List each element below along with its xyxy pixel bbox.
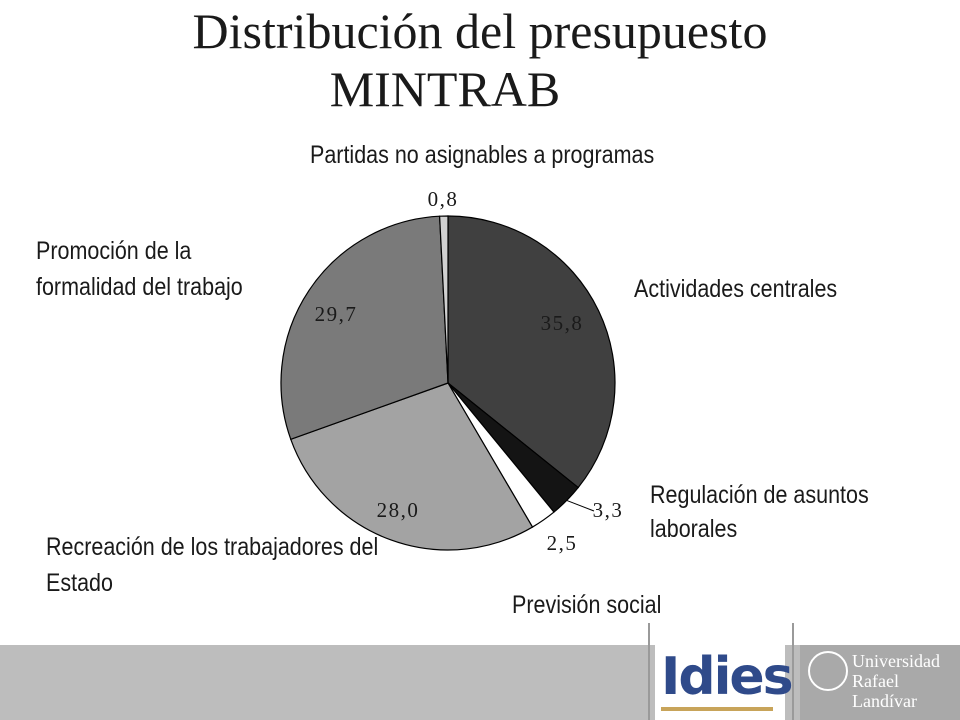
- value-label-recreacion: 28,0: [377, 498, 420, 522]
- footer-divider: [792, 623, 794, 720]
- pie-slice-actividades: [447, 215, 616, 489]
- value-label-regulacion: 3,3: [593, 498, 624, 522]
- value-label-actividades: 35,8: [541, 311, 584, 335]
- chart-title: Distribución del presupuesto MINTRAB: [0, 2, 960, 118]
- title-line-1: Distribución del presupuesto: [192, 3, 768, 59]
- label-regulacion-line1: Regulación de asuntos: [650, 481, 869, 509]
- url-logo: Universidad Rafael Landívar: [800, 645, 960, 720]
- label-actividades: Actividades centrales: [634, 275, 838, 303]
- footer-bar: Idies Universidad Rafael Landívar: [0, 623, 960, 720]
- value-label-prevision: 2,5: [547, 531, 578, 555]
- leader-line-regulacion: [566, 499, 595, 512]
- label-recreacion-line1: Recreación de los trabajadores del: [46, 533, 379, 561]
- pie-slice-promocion: [280, 215, 449, 441]
- value-label-partidas: 0,8: [428, 187, 459, 211]
- value-label-promocion: 29,7: [315, 302, 358, 326]
- pie-slice-partidas: [438, 215, 449, 384]
- pie-slice-recreacion: [289, 382, 534, 551]
- url-logo-line1: Universidad: [852, 651, 940, 671]
- label-regulacion-line2: laborales: [650, 515, 738, 543]
- idies-logo: Idies: [655, 645, 794, 720]
- url-logo-line2: Rafael Landívar: [852, 671, 917, 711]
- pie-chart: 35,8 3,3 2,5 28,0 29,7 0,8: [280, 187, 624, 555]
- university-seal-icon: [808, 651, 848, 691]
- label-recreacion-line2: Estado: [46, 569, 113, 597]
- idies-logo-underline: [661, 707, 773, 711]
- label-partidas: Partidas no asignables a programas: [310, 141, 655, 169]
- label-promocion-line2: formalidad del trabajo: [36, 273, 243, 301]
- footer-divider: [648, 623, 650, 720]
- label-promocion-line1: Promoción de la: [36, 237, 192, 265]
- title-line-2: MINTRAB: [329, 61, 561, 117]
- idies-logo-text: Idies: [661, 647, 794, 707]
- url-logo-text: Universidad Rafael Landívar: [852, 651, 960, 711]
- label-prevision: Previsión social: [512, 591, 662, 619]
